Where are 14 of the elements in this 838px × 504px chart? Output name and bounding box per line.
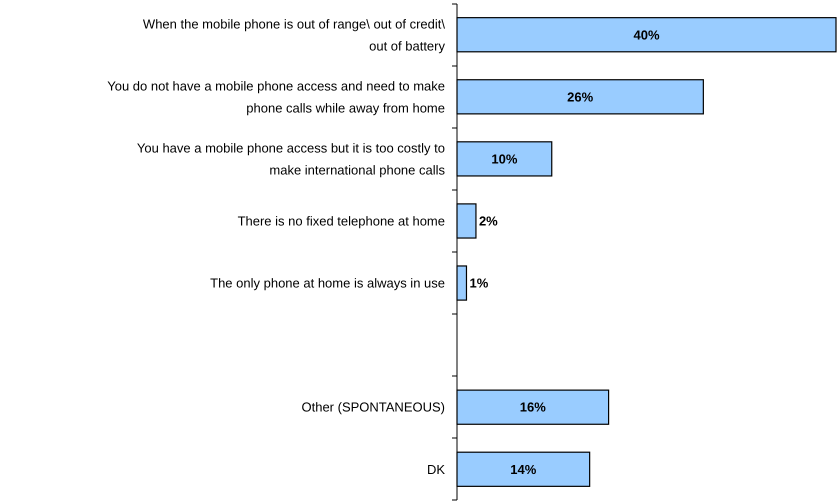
data-label: 16% — [520, 400, 546, 415]
data-label: 40% — [633, 27, 660, 42]
y-tick-label: The only phone at home is always in use — [210, 276, 445, 291]
data-label: 26% — [567, 89, 594, 104]
y-tick-label: There is no fixed telephone at home — [238, 214, 445, 229]
y-tick-label: DK — [426, 462, 446, 477]
y-tick-label: When the mobile phone is out of range\ out of credit\ out of battery — [142, 16, 446, 54]
data-label: 1% — [469, 276, 489, 291]
data-label: 14% — [510, 462, 537, 477]
data-label: 2% — [478, 214, 498, 229]
y-tick-label: You have a mobile phone access but it is too costly to make international phone calls — [136, 140, 446, 178]
y-tick-label: You do not have a mobile phone access and need to make phone calls while away from home — [107, 78, 445, 116]
y-tick-label: Other (SPONTANEOUS) — [301, 400, 445, 415]
data-label: 10% — [491, 151, 518, 166]
